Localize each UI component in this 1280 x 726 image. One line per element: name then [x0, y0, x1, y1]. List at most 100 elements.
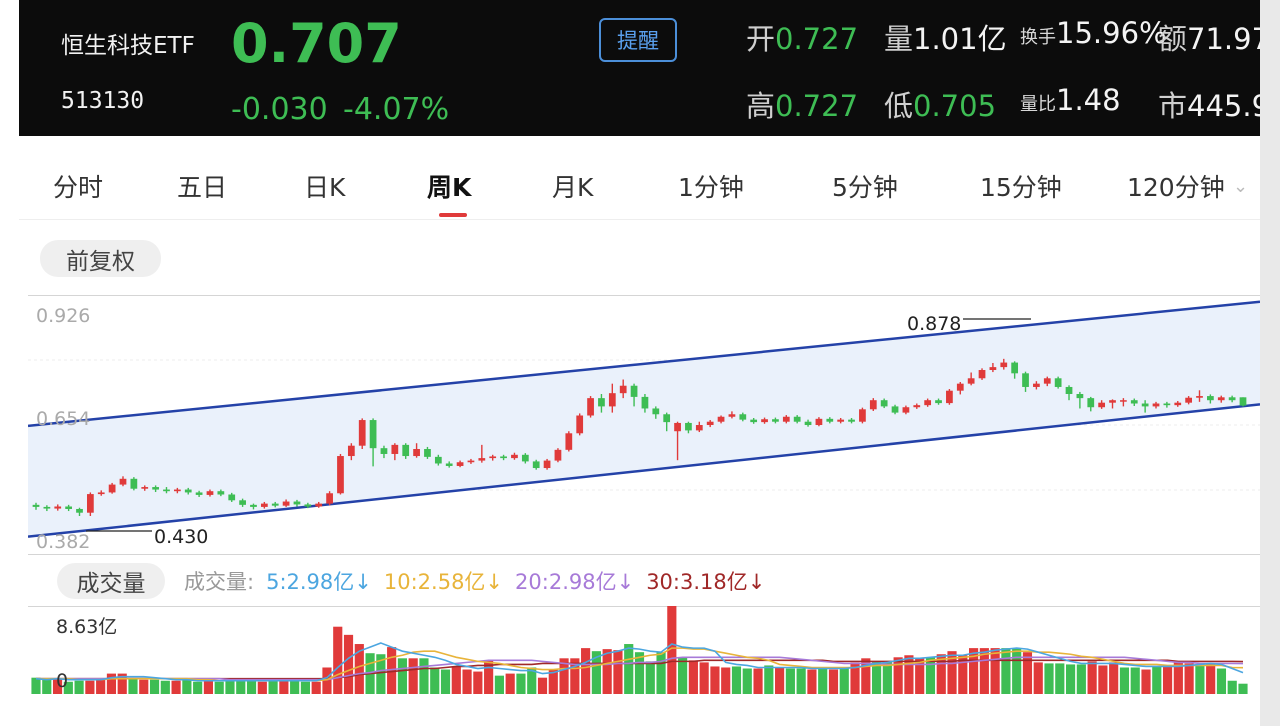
volume-bar — [96, 678, 106, 694]
volume-bar — [548, 669, 558, 694]
candle-body — [1054, 378, 1062, 387]
volume-bar — [925, 657, 936, 694]
candle-body — [97, 492, 105, 495]
volume-bar — [904, 655, 914, 694]
volume-bar — [376, 654, 386, 694]
volume-bar — [958, 655, 968, 694]
volume-bar — [872, 661, 882, 694]
volume-bar — [839, 668, 849, 694]
legend-ma5: 5:2.98亿↓ — [266, 570, 372, 594]
tab-120min[interactable]: 120分钟 — [1127, 173, 1225, 202]
volume-bar — [128, 678, 138, 694]
candle-body — [956, 383, 964, 391]
volume-bar — [1227, 680, 1237, 694]
volume-bar — [343, 634, 354, 694]
candle-body — [315, 503, 323, 507]
volume-bar — [1022, 652, 1033, 694]
remind-button[interactable]: 提醒 — [599, 18, 677, 62]
tab-5min[interactable]: 5分钟 — [832, 173, 898, 202]
adjust-toggle[interactable]: 前复权 — [40, 240, 161, 277]
tab-15min[interactable]: 15分钟 — [980, 173, 1062, 202]
candle-body — [413, 449, 420, 457]
volume-bar — [796, 668, 806, 694]
candle-body — [587, 398, 594, 416]
volume-bar — [117, 673, 127, 694]
candle-body — [445, 463, 453, 466]
volume-bar — [1098, 665, 1108, 694]
volume-bar — [139, 679, 149, 694]
legend-title: 成交量: — [184, 570, 255, 594]
candle-body — [456, 462, 464, 466]
candle-body — [598, 398, 605, 407]
candle-body — [152, 487, 159, 490]
candle-body — [402, 444, 410, 457]
volume-bar — [731, 666, 742, 694]
candle-body — [380, 448, 388, 454]
volume-bar — [1119, 667, 1130, 694]
candle-body — [804, 421, 812, 426]
volume-bar — [645, 661, 655, 694]
candle-body — [1130, 400, 1138, 404]
volume-indicator-button[interactable]: 成交量 — [57, 563, 165, 599]
volume-bar — [462, 669, 472, 694]
candle-body — [935, 400, 942, 404]
volume-bar — [1130, 667, 1140, 694]
candle-body — [739, 414, 747, 420]
volume-bar — [473, 671, 483, 694]
candle-body — [630, 385, 638, 397]
candle-body — [565, 433, 573, 450]
candle-body — [685, 422, 692, 431]
volume-bar — [624, 644, 634, 694]
volume-bar — [300, 681, 310, 694]
volume-bar — [494, 675, 504, 694]
volume-bar — [1152, 666, 1162, 694]
candle-body — [358, 420, 366, 446]
volume-bar — [440, 669, 451, 694]
y-tick-label: 0.382 — [36, 531, 90, 553]
volume-bar — [1238, 683, 1248, 694]
chevron-down-icon[interactable]: ⌄ — [1233, 176, 1249, 197]
volume-bar — [354, 644, 364, 694]
stat-high: 高0.727 — [746, 89, 859, 123]
tab-day-k[interactable]: 日K — [304, 173, 346, 202]
volume-bar — [246, 680, 257, 694]
price-change-pct: -4.07% — [343, 92, 450, 127]
volume-bar — [775, 667, 785, 694]
candle-body — [815, 418, 823, 426]
volume-bar — [764, 665, 774, 694]
volume-bar — [667, 606, 677, 694]
candle-body — [1228, 397, 1236, 401]
volume-bar — [257, 681, 267, 694]
volume-bar — [947, 651, 957, 694]
tab-month-k[interactable]: 月K — [552, 173, 594, 202]
candle-body — [337, 456, 344, 494]
security-code: 513130 — [61, 88, 145, 114]
active-tab-indicator — [439, 213, 467, 217]
tab-1min[interactable]: 1分钟 — [678, 173, 744, 202]
volume-bar — [1162, 665, 1173, 694]
volume-bar — [581, 648, 591, 694]
candle-body — [1065, 386, 1073, 394]
candle-body — [1163, 403, 1171, 406]
volume-bar — [634, 652, 645, 694]
candle-body — [532, 461, 540, 469]
channel-fill — [28, 301, 1260, 537]
candle-body — [65, 506, 72, 509]
candle-body — [859, 409, 866, 422]
volume-bar — [1184, 663, 1194, 694]
volume-bar — [387, 647, 397, 694]
candle-body — [880, 400, 888, 407]
tab-week-k[interactable]: 周K — [427, 173, 472, 202]
candle-body — [391, 444, 399, 454]
volume-bar — [1065, 664, 1076, 694]
volume-bar — [537, 677, 548, 694]
candle-body — [641, 396, 649, 409]
candle-body — [826, 418, 834, 422]
candle-body — [163, 489, 170, 492]
tab-minute[interactable]: 分时 — [53, 173, 104, 202]
volume-bar — [602, 649, 612, 694]
tab-5day[interactable]: 五日 — [177, 173, 228, 202]
quote-header: 恒生科技ETF 513130 0.707 -0.030 -4.07% 提醒 开0… — [19, 0, 1260, 136]
candle-body — [108, 484, 116, 493]
volume-bar — [63, 681, 73, 694]
